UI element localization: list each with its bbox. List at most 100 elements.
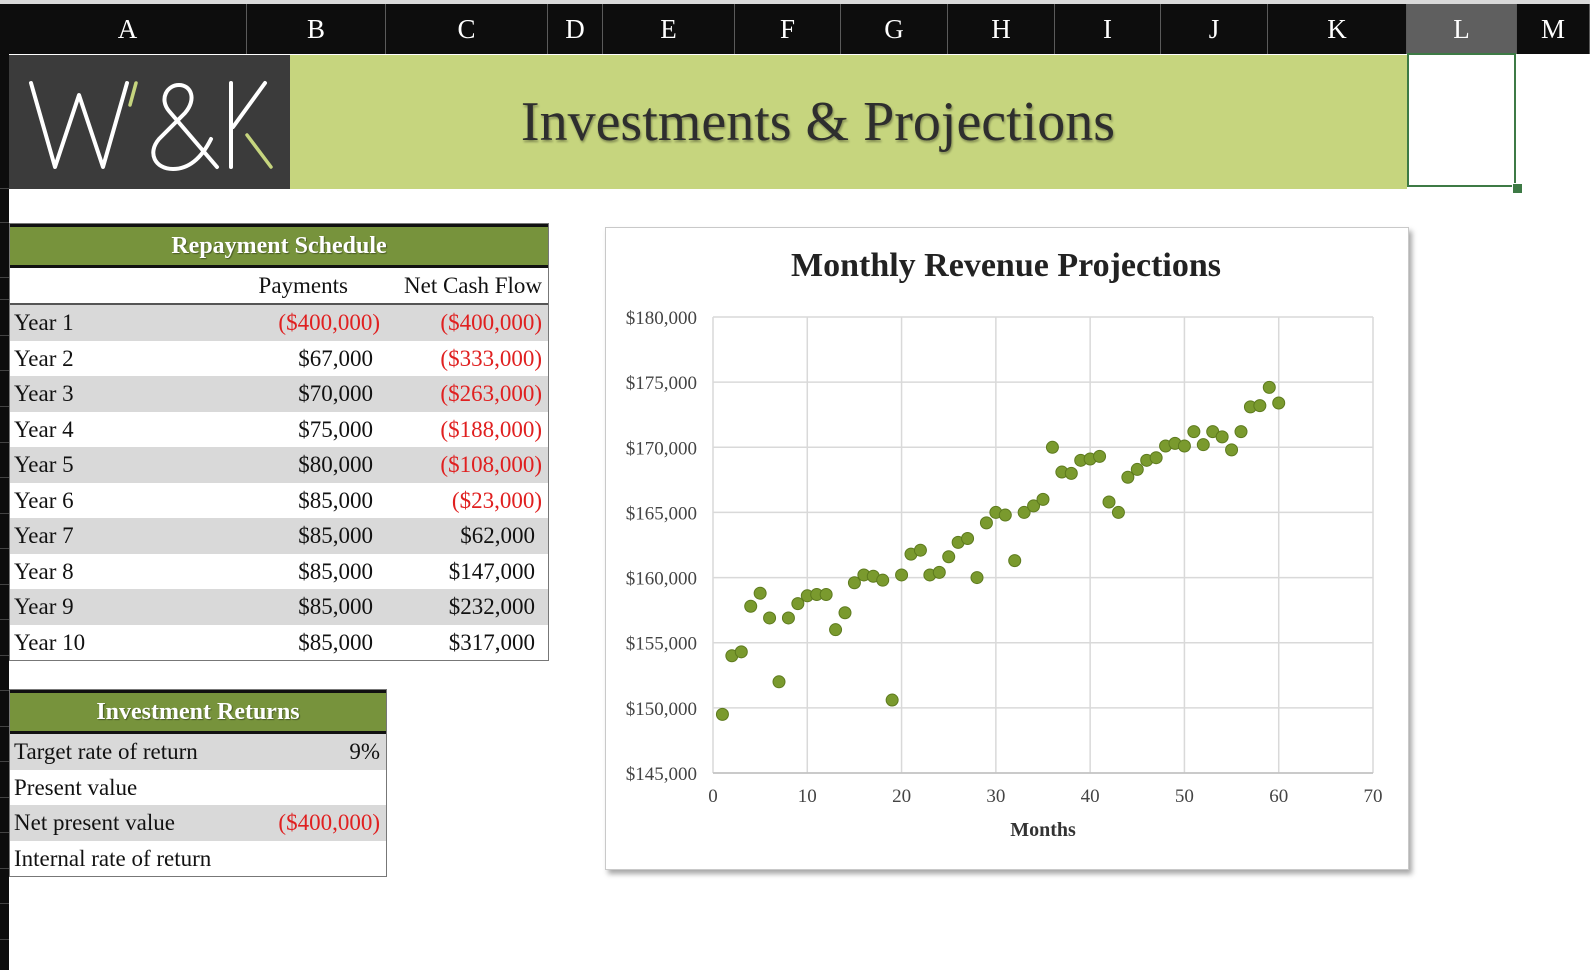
column-header-a[interactable]: A (9, 4, 247, 54)
data-point (1036, 492, 1050, 506)
revenue-chart[interactable]: Monthly Revenue Projections 0 10 20 30 40 50 60… (605, 227, 1409, 870)
year-label[interactable]: Year 4 (14, 416, 74, 442)
repayment-row: Year 5 $80,000 ($108,000) (10, 447, 548, 483)
investment-label[interactable]: Internal rate of return (14, 845, 212, 871)
data-point (1177, 439, 1191, 453)
net-cash-flow-cell[interactable]: ($263,000) (440, 381, 542, 406)
repayment-row: Year 2 $67,000 ($333,000) (10, 341, 548, 377)
x-tick-label: 0 (708, 786, 718, 807)
row-divider (0, 903, 9, 904)
selected-cell-L1[interactable] (1407, 53, 1516, 187)
data-point (970, 571, 984, 585)
column-header-g[interactable]: G (841, 4, 948, 54)
column-header-e[interactable]: E (603, 4, 735, 54)
payment-cell[interactable]: $85,000 (298, 523, 373, 548)
data-point (772, 675, 786, 689)
row-divider (0, 222, 9, 223)
investment-row: Present value (10, 770, 386, 806)
investment-value[interactable]: ($400,000) (278, 810, 380, 835)
x-tick-label: 60 (1269, 786, 1288, 807)
data-point (1102, 495, 1116, 509)
payment-cell[interactable]: $85,000 (298, 594, 373, 619)
row-divider (0, 548, 9, 549)
column-header-i[interactable]: I (1055, 4, 1161, 54)
repayment-row: Year 1 ($400,000) ($400,000) (10, 305, 548, 341)
net-cash-flow-cell[interactable]: $317,000 (448, 629, 535, 655)
y-tick-label: $175,000 (626, 373, 697, 394)
payment-cell[interactable]: $70,000 (298, 381, 373, 406)
data-point (1234, 425, 1248, 439)
repayment-row: Year 9 $85,000 $232,000 (10, 589, 548, 625)
net-cash-flow-cell[interactable]: $232,000 (448, 594, 535, 619)
repayment-row: Year 4 $75,000 ($188,000) (10, 412, 548, 448)
net-cash-flow-cell[interactable]: ($188,000) (440, 416, 542, 442)
row-divider (0, 619, 9, 620)
data-point (876, 573, 890, 587)
net-cash-flow-cell[interactable]: ($333,000) (440, 345, 542, 371)
y-tick-label: $165,000 (626, 503, 697, 524)
year-label[interactable]: Year 8 (14, 558, 74, 584)
row-divider (0, 442, 9, 443)
year-label[interactable]: Year 9 (14, 594, 74, 619)
row-header-gutter (0, 54, 9, 970)
payment-cell[interactable]: $67,000 (298, 345, 373, 371)
net-cash-flow-cell[interactable]: ($23,000) (451, 487, 542, 513)
column-header-c[interactable]: C (386, 4, 548, 54)
data-point (1149, 451, 1163, 465)
repayment-row: Year 7 $85,000 $62,000 (10, 518, 548, 554)
y-tick-label: $170,000 (626, 438, 697, 459)
company-logo (9, 55, 290, 189)
year-label[interactable]: Year 7 (14, 523, 74, 548)
row-divider (0, 726, 9, 727)
row-divider (0, 655, 9, 656)
investment-row: Net present value ($400,000) (10, 805, 386, 841)
data-point (734, 645, 748, 659)
data-point (1225, 443, 1239, 457)
column-header-k[interactable]: K (1268, 4, 1407, 54)
data-point (829, 623, 843, 637)
year-label[interactable]: Year 10 (14, 629, 86, 655)
data-point (1045, 440, 1059, 454)
net-cash-flow-cell[interactable]: $147,000 (448, 558, 535, 584)
investment-label[interactable]: Present value (14, 774, 138, 800)
year-label[interactable]: Year 3 (14, 381, 74, 406)
investment-value[interactable]: 9% (349, 739, 380, 764)
column-header-h[interactable]: H (948, 4, 1055, 54)
y-tick-label: $150,000 (626, 699, 697, 720)
x-tick-label: 20 (892, 786, 911, 807)
data-point (1111, 505, 1125, 519)
net-cash-flow-cell[interactable]: $62,000 (460, 523, 535, 548)
net-cash-flow-cell[interactable]: ($108,000) (440, 452, 542, 477)
investment-label[interactable]: Net present value (14, 810, 175, 835)
column-header-m[interactable]: M (1517, 4, 1590, 54)
investment-label[interactable]: Target rate of return (14, 739, 198, 764)
data-point (763, 611, 777, 625)
net-cash-flow-cell[interactable]: ($400,000) (440, 310, 542, 335)
payment-cell[interactable]: $85,000 (298, 629, 373, 655)
year-label[interactable]: Year 1 (14, 310, 74, 335)
payment-cell[interactable]: $85,000 (298, 558, 373, 584)
row-divider (0, 690, 9, 691)
column-header-b[interactable]: B (247, 4, 386, 54)
fill-handle[interactable] (1512, 183, 1523, 194)
payment-cell[interactable]: $75,000 (298, 416, 373, 442)
payment-cell[interactable]: $80,000 (298, 452, 373, 477)
row-divider (0, 832, 9, 833)
year-label[interactable]: Year 2 (14, 345, 74, 371)
net-cash-flow-header: Net Cash Flow (404, 273, 542, 298)
year-label[interactable]: Year 6 (14, 487, 74, 513)
data-point (1121, 470, 1135, 484)
column-header-f[interactable]: F (735, 4, 841, 54)
payment-cell[interactable]: ($400,000) (278, 310, 380, 335)
column-header-j[interactable]: J (1161, 4, 1268, 54)
row-divider (0, 939, 9, 940)
column-header-d[interactable]: D (548, 4, 603, 54)
payment-cell[interactable]: $85,000 (298, 487, 373, 513)
row-divider (0, 513, 9, 514)
data-point (1064, 466, 1078, 480)
column-header-l[interactable]: L (1407, 4, 1517, 54)
y-tick-label: $180,000 (626, 308, 697, 329)
data-point (1262, 380, 1276, 394)
year-label[interactable]: Year 5 (14, 452, 74, 477)
